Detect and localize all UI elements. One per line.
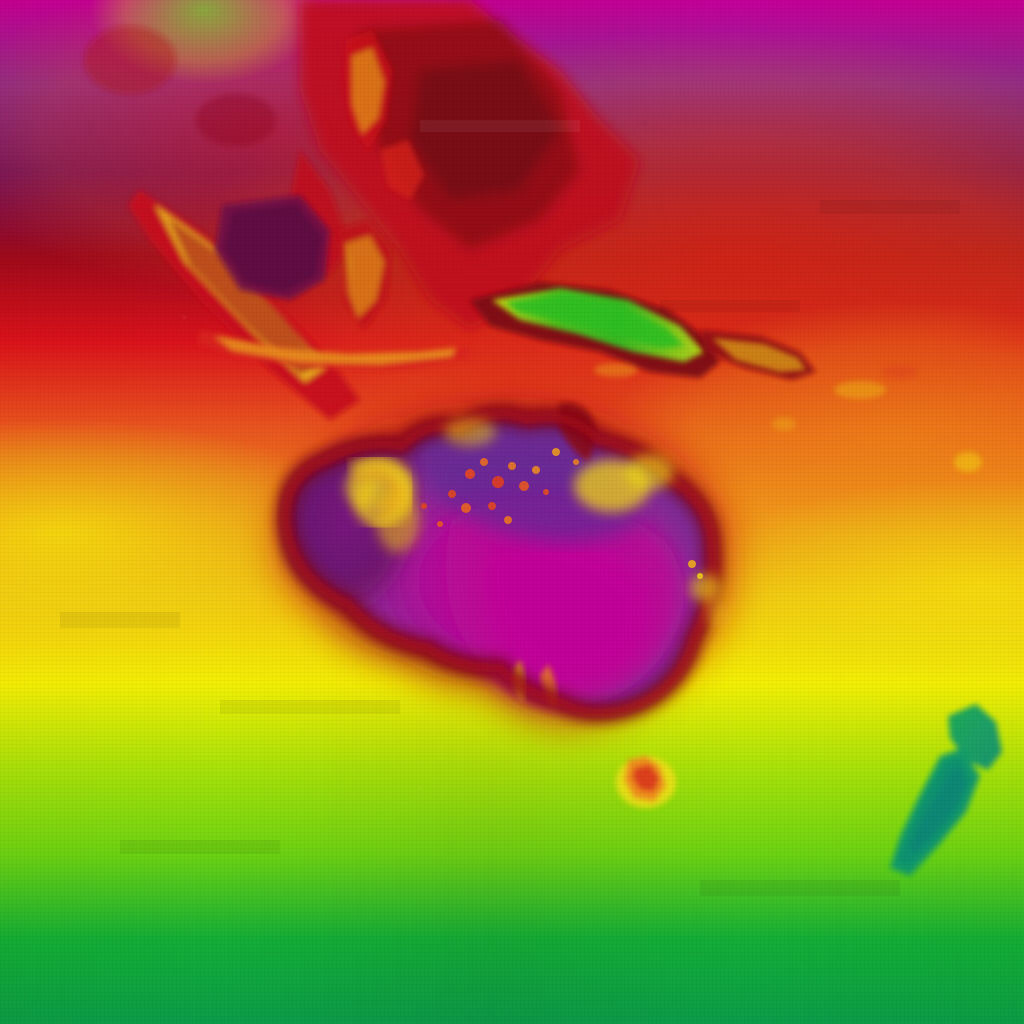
transition-band-east (0, 0, 1024, 1024)
climate-raster-map (0, 0, 1024, 1024)
